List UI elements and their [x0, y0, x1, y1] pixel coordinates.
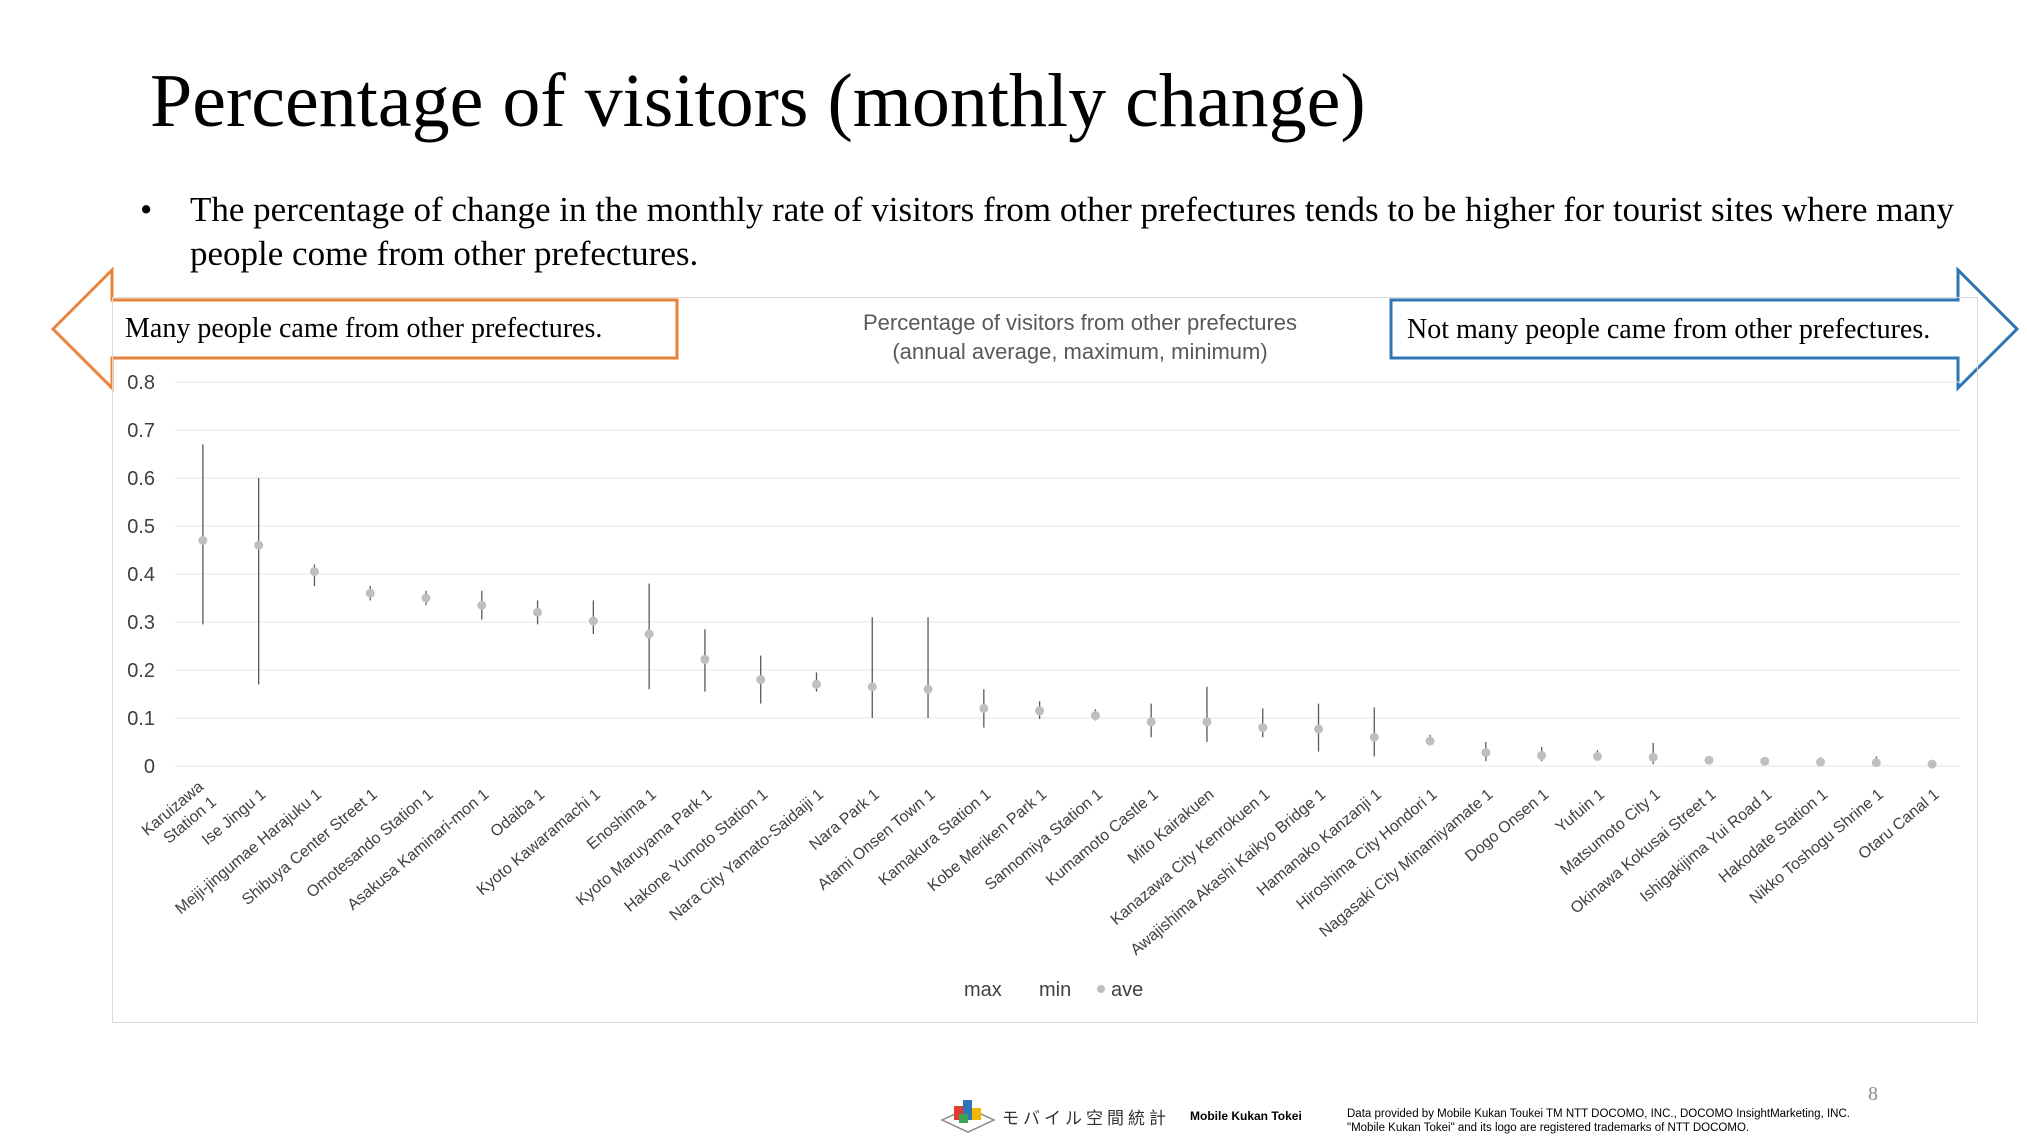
bullet-point: • The percentage of change in the monthl…: [140, 188, 1980, 276]
ave-point: [1202, 717, 1212, 727]
y-tick-label: 0.3: [127, 612, 155, 634]
x-tick-label-line: Yufuin 1: [1553, 786, 1608, 836]
chart-title: Percentage of visitors from other prefec…: [830, 308, 1330, 366]
ave-point: [1927, 759, 1937, 769]
ave-point: [756, 675, 766, 685]
ave-point: [365, 588, 375, 598]
footer-note-line2: "Mobile Kukan Tokei" and its logo are re…: [1347, 1122, 1750, 1134]
ave-point: [533, 607, 543, 617]
ave-point: [923, 684, 933, 694]
ave-point: [1592, 751, 1602, 761]
y-tick-label: 0.1: [127, 708, 155, 730]
ave-point: [309, 567, 319, 577]
mobile-kukan-tokei-logo-icon: [940, 1100, 996, 1133]
right-arrow-label: Not many people came from other prefectu…: [1407, 314, 1931, 345]
footer-brand: Mobile Kukan Tokei: [1190, 1109, 1302, 1123]
chart-title-main: Percentage of visitors from other prefec…: [862, 310, 1298, 335]
x-tick-label: Yufuin 1: [1553, 786, 1608, 836]
page-number: 8: [1868, 1083, 1878, 1105]
left-arrow-label: Many people came from other prefectures.: [125, 313, 603, 344]
footer-note: Data provided by Mobile Kukan Toukei TM …: [1347, 1107, 1850, 1135]
ave-point: [1871, 758, 1881, 768]
ave-point: [421, 593, 431, 603]
x-tick-label-line: Awajishima Akashi Kaikyo Bridge 1: [1128, 786, 1330, 959]
ave-point: [1481, 748, 1491, 758]
ave-point: [644, 629, 654, 639]
legend-ave-marker: [1097, 985, 1105, 993]
y-tick-label: 0.4: [127, 564, 155, 586]
y-tick-label: 0: [144, 756, 155, 778]
ave-point: [867, 682, 877, 692]
chart-subtitle: (annual average, maximum, minimum): [892, 339, 1268, 364]
y-tick-label: 0.6: [127, 468, 155, 490]
y-tick-label: 0.8: [127, 372, 155, 394]
ave-point: [198, 535, 208, 545]
y-tick-label: 0.5: [127, 516, 155, 538]
ave-point: [1760, 756, 1770, 766]
ave-point: [1648, 752, 1658, 762]
ave-point: [979, 703, 989, 713]
ave-point: [1314, 724, 1324, 734]
x-tick-label: Matsumoto City 1: [1557, 786, 1663, 879]
ave-point: [1090, 711, 1100, 721]
left-arrow-shape: [50, 266, 679, 392]
ave-point: [811, 679, 821, 689]
ave-point: [1816, 757, 1826, 767]
ave-point: [1258, 723, 1268, 733]
ave-point: [1369, 732, 1379, 742]
ave-point: [1704, 755, 1714, 765]
ave-point: [254, 540, 264, 550]
ave-point: [700, 654, 710, 664]
bullet-text: The percentage of change in the monthly …: [190, 190, 1954, 273]
legend-max: max: [964, 979, 1002, 1001]
footer-logo-text: モバイル空間統計: [1002, 1109, 1170, 1129]
ave-point: [1035, 706, 1045, 716]
ave-point: [1146, 717, 1156, 727]
x-tick-label: Awajishima Akashi Kaikyo Bridge 1: [1128, 786, 1330, 959]
y-tick-label: 0.7: [127, 420, 155, 442]
ave-point: [477, 600, 487, 610]
ave-point: [1537, 750, 1547, 760]
footer-note-line1: Data provided by Mobile Kukan Toukei TM …: [1347, 1108, 1850, 1120]
legend-min: min: [1039, 979, 1071, 1001]
ave-point: [588, 616, 598, 626]
ave-point: [1425, 736, 1435, 746]
x-tick-label-line: Matsumoto City 1: [1557, 786, 1663, 879]
right-arrow-shape: [1389, 266, 2020, 392]
legend-ave: ave: [1111, 979, 1143, 1001]
y-tick-label: 0.2: [127, 660, 155, 682]
chart-frame: [112, 297, 1978, 1023]
bullet-dot: •: [140, 190, 153, 229]
slide-title: Percentage of visitors (monthly change): [150, 59, 1366, 143]
